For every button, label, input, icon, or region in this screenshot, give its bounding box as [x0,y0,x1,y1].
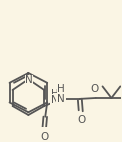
Text: N: N [51,95,59,105]
Text: N: N [25,75,33,85]
Text: N: N [57,94,65,104]
Text: O: O [91,83,99,94]
Text: H: H [51,89,59,99]
Text: O: O [78,115,86,125]
Text: O: O [40,132,48,142]
Text: H: H [57,84,65,94]
